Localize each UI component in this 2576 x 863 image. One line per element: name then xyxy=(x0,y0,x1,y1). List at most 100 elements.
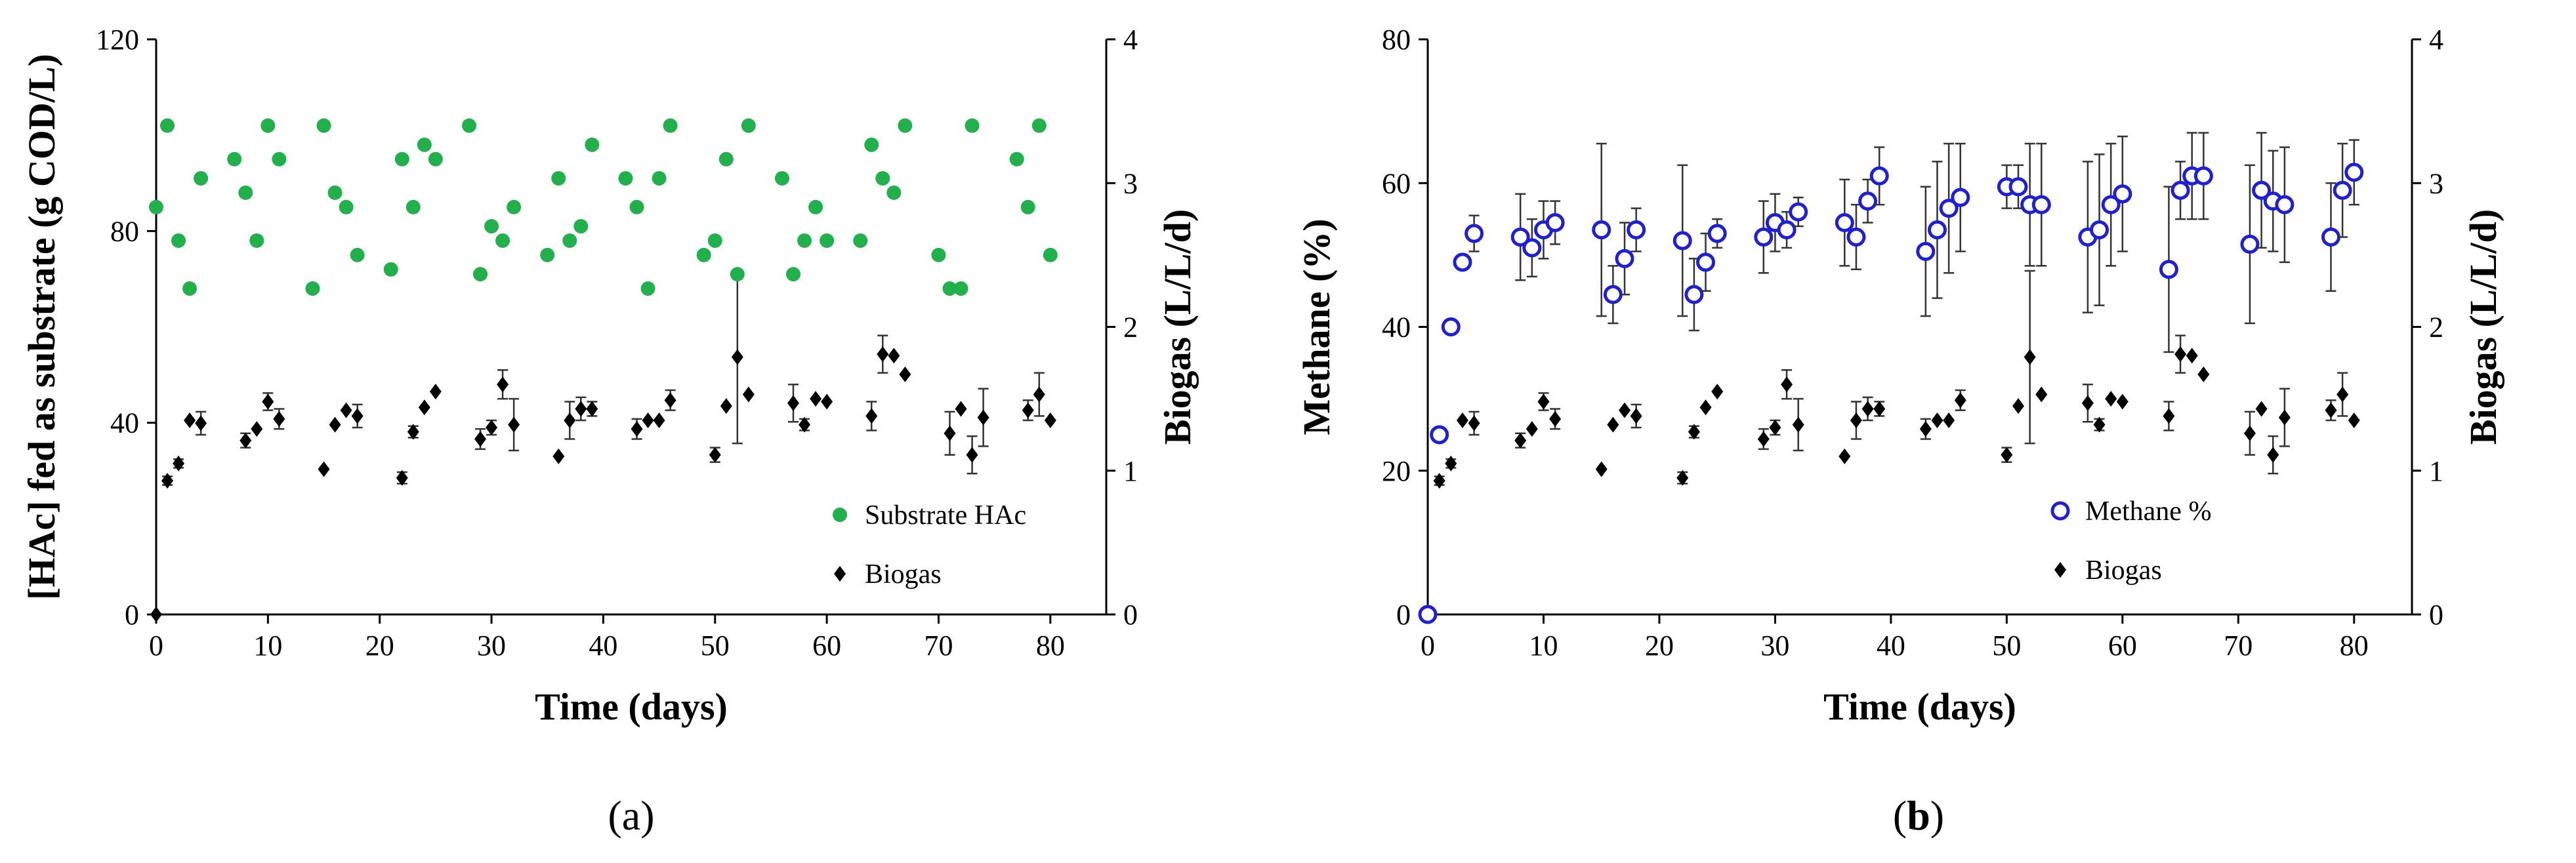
panel-label: (a) xyxy=(608,792,654,839)
data-point xyxy=(1044,412,1056,429)
data-point xyxy=(2001,447,2013,463)
legend: Substrate HAc Biogas xyxy=(833,500,1026,590)
data-point xyxy=(2344,163,2364,182)
data-point xyxy=(731,349,743,365)
data-point xyxy=(239,432,252,449)
data-point xyxy=(965,118,980,133)
data-point xyxy=(1433,473,1445,489)
y-axis-left-title: Methane (%) xyxy=(1295,218,1338,435)
legend-label: Biogas xyxy=(2085,555,2162,586)
data-point xyxy=(797,233,812,248)
data-point xyxy=(2035,386,2048,403)
data-point xyxy=(720,398,732,414)
x-tick-label: 60 xyxy=(2108,630,2137,662)
y-left-tick-label: 40 xyxy=(110,407,139,439)
data-point xyxy=(877,346,889,363)
data-point xyxy=(562,233,577,248)
x-tick-label: 40 xyxy=(589,630,617,662)
data-point xyxy=(1861,401,1874,417)
data-point xyxy=(2174,346,2187,363)
data-point xyxy=(820,233,835,248)
data-point xyxy=(640,281,655,296)
data-point xyxy=(2008,177,2028,197)
data-point xyxy=(629,199,644,214)
panel-label-letter: a xyxy=(622,792,640,839)
x-axis-title: Time (days) xyxy=(535,685,728,728)
data-point xyxy=(1777,220,1797,240)
data-point xyxy=(1954,392,1966,409)
data-point xyxy=(160,118,175,133)
y-left-tick-label: 80 xyxy=(110,215,139,247)
legend-marker xyxy=(834,566,846,582)
data-point xyxy=(1792,416,1804,433)
data-point xyxy=(2255,401,2268,417)
data-point xyxy=(1445,455,1457,472)
x-tick-label: 20 xyxy=(365,630,394,662)
x-tick-label: 80 xyxy=(2340,630,2369,662)
data-point xyxy=(2325,402,2337,418)
series-methane xyxy=(1418,132,2364,624)
legend-label: Biogas xyxy=(865,559,942,590)
data-point xyxy=(1951,188,1970,207)
data-point xyxy=(585,137,600,152)
data-point xyxy=(2243,425,2256,441)
data-point xyxy=(2093,416,2106,433)
legend-marker xyxy=(2050,501,2070,521)
data-point xyxy=(2197,366,2210,382)
data-point xyxy=(507,199,522,214)
data-point xyxy=(707,233,722,248)
panel-label-letter: b xyxy=(1907,792,1930,839)
x-tick-label: 50 xyxy=(1992,630,2021,662)
data-point xyxy=(1595,461,1608,477)
data-point xyxy=(1615,249,1634,268)
data-point xyxy=(730,267,745,282)
data-point xyxy=(2090,220,2109,240)
y-right-tick-label: 4 xyxy=(1123,24,1138,56)
data-point xyxy=(305,281,320,296)
data-point xyxy=(171,233,186,248)
data-point xyxy=(953,281,968,296)
y-right-tick-label: 0 xyxy=(1123,599,1138,631)
series-substrate-hac xyxy=(149,118,1058,296)
data-point xyxy=(810,391,822,407)
x-tick-label: 20 xyxy=(1645,630,1674,662)
data-point xyxy=(429,384,442,400)
data-point xyxy=(150,607,162,622)
data-point xyxy=(1672,231,1692,251)
data-point xyxy=(495,233,510,248)
data-point xyxy=(1510,227,1530,247)
data-point xyxy=(931,247,946,262)
data-point xyxy=(1688,424,1700,440)
data-point xyxy=(564,412,576,429)
data-point xyxy=(486,419,498,435)
data-point xyxy=(1526,421,1538,437)
data-point xyxy=(742,386,755,403)
data-point xyxy=(2240,234,2260,254)
x-tick-label: 50 xyxy=(701,630,730,662)
data-point xyxy=(2321,227,2340,247)
legend-label: Methane % xyxy=(2085,496,2211,527)
data-point xyxy=(1627,220,1646,240)
data-point xyxy=(418,399,430,416)
data-point xyxy=(2113,184,2132,204)
data-point xyxy=(1537,393,1550,410)
legend: Methane % Biogas xyxy=(2050,496,2211,586)
panel-a: 0 10 20 30 40 50 60 70 80 0 40 80 120 0 1 2 3 4 Time (days… xyxy=(20,24,1199,839)
data-point xyxy=(977,409,989,426)
data-point xyxy=(1754,227,1774,247)
data-point xyxy=(1858,191,1878,211)
data-point xyxy=(875,171,890,186)
data-point xyxy=(652,171,667,186)
data-point xyxy=(1839,448,1851,464)
data-point xyxy=(1619,402,1631,418)
data-point xyxy=(182,281,197,296)
data-point xyxy=(1630,408,1642,424)
y-right-tick-label: 1 xyxy=(2429,455,2443,487)
data-point xyxy=(461,118,476,133)
data-point xyxy=(1699,399,1712,416)
y-left-tick-label: 120 xyxy=(96,24,139,56)
data-point xyxy=(508,416,520,433)
data-point xyxy=(821,393,833,410)
legend-marker xyxy=(2054,562,2066,578)
data-point xyxy=(899,366,911,382)
